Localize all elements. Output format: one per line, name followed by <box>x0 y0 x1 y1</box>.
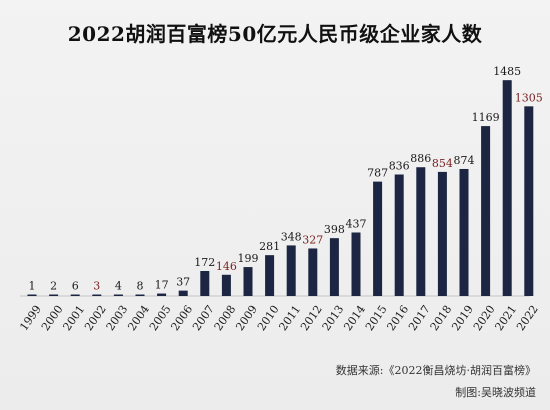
bar-2017 <box>416 167 426 296</box>
x-tick-label-2014: 2014 <box>341 303 368 333</box>
x-tick-label-2016: 2016 <box>385 303 412 333</box>
chart-credit: 制图:吴晓波频道 <box>455 386 536 399</box>
x-tick-label-2018: 2018 <box>428 303 455 333</box>
bar-2010 <box>265 255 275 296</box>
bar-2016 <box>394 174 404 296</box>
x-tick-label-2015: 2015 <box>363 303 390 333</box>
bar-2018 <box>437 171 447 296</box>
x-tick-label-2022: 2022 <box>514 303 541 333</box>
x-tick-label-2001: 2001 <box>61 303 88 333</box>
value-label-2010: 281 <box>259 240 280 253</box>
x-tick-label-2011: 2011 <box>277 303 304 333</box>
bar-1999 <box>27 294 37 296</box>
value-label-2003: 4 <box>115 280 122 293</box>
value-label-2016: 836 <box>389 160 410 173</box>
bar-2014 <box>351 232 361 296</box>
bar-2008 <box>221 274 231 296</box>
value-label-2020: 1169 <box>472 111 500 124</box>
bar-2006 <box>178 290 188 296</box>
x-tick-label-2006: 2006 <box>169 303 196 333</box>
bar-2022 <box>524 106 534 296</box>
x-tick-label-2008: 2008 <box>212 303 239 333</box>
value-label-2001: 6 <box>72 280 79 293</box>
value-label-1999: 1 <box>29 280 36 293</box>
value-label-2009: 199 <box>238 252 259 265</box>
x-tick-label-2003: 2003 <box>104 303 131 333</box>
value-label-2019: 874 <box>454 154 475 167</box>
bar-2004 <box>135 294 145 296</box>
value-label-2008: 146 <box>216 260 237 273</box>
x-tick-label-2009: 2009 <box>233 303 260 333</box>
value-label-2018: 854 <box>432 157 453 170</box>
value-label-2015: 787 <box>367 167 388 180</box>
value-label-2013: 398 <box>324 223 345 236</box>
value-label-2006: 37 <box>176 276 190 289</box>
bar-2001 <box>70 294 80 296</box>
bar-2005 <box>157 293 167 296</box>
data-source-note: 数据来源:《2022衡昌烧坊·胡润百富榜》 <box>335 364 536 377</box>
value-label-2005: 17 <box>155 279 169 292</box>
x-tick-label-2012: 2012 <box>298 303 325 333</box>
x-tick-label-2002: 2002 <box>82 303 109 333</box>
x-tick-label-2017: 2017 <box>406 303 433 333</box>
value-label-2011: 348 <box>281 230 302 243</box>
value-label-2017: 886 <box>410 152 431 165</box>
x-tick-label-2013: 2013 <box>320 303 347 333</box>
bar-2002 <box>92 294 102 296</box>
value-label-2007: 172 <box>194 256 215 269</box>
bar-2021 <box>502 80 512 297</box>
value-label-2021: 1485 <box>493 65 521 78</box>
bar-2012 <box>308 248 318 296</box>
value-label-2014: 437 <box>346 217 367 230</box>
value-label-2022: 1305 <box>515 91 543 104</box>
value-label-2012: 327 <box>302 233 323 246</box>
x-tick-label-2021: 2021 <box>493 303 520 333</box>
value-label-2004: 8 <box>137 280 144 293</box>
bar-2013 <box>329 238 339 296</box>
bar-2003 <box>113 294 123 296</box>
x-tick-label-2000: 2000 <box>39 303 66 333</box>
bar-2020 <box>481 126 491 296</box>
bar-2011 <box>286 245 296 296</box>
x-tick-label-2019: 2019 <box>449 303 476 333</box>
x-tick-label-2020: 2020 <box>471 303 498 333</box>
x-tick-label-2007: 2007 <box>190 303 217 333</box>
x-tick-label-2005: 2005 <box>147 303 174 333</box>
value-label-2002: 3 <box>93 280 100 293</box>
bar-2007 <box>200 271 210 296</box>
x-tick-label-1999: 1999 <box>17 303 44 333</box>
x-tick-label-2010: 2010 <box>255 303 282 333</box>
bar-2015 <box>373 181 383 296</box>
x-tick-label-2004: 2004 <box>125 303 152 333</box>
chart-title: 2022胡润百富榜50亿元人民币级企业家人数 <box>67 22 483 46</box>
value-label-2000: 2 <box>50 280 57 293</box>
bar-2000 <box>49 294 59 296</box>
bar-2009 <box>243 267 253 296</box>
bar-2019 <box>459 168 469 296</box>
